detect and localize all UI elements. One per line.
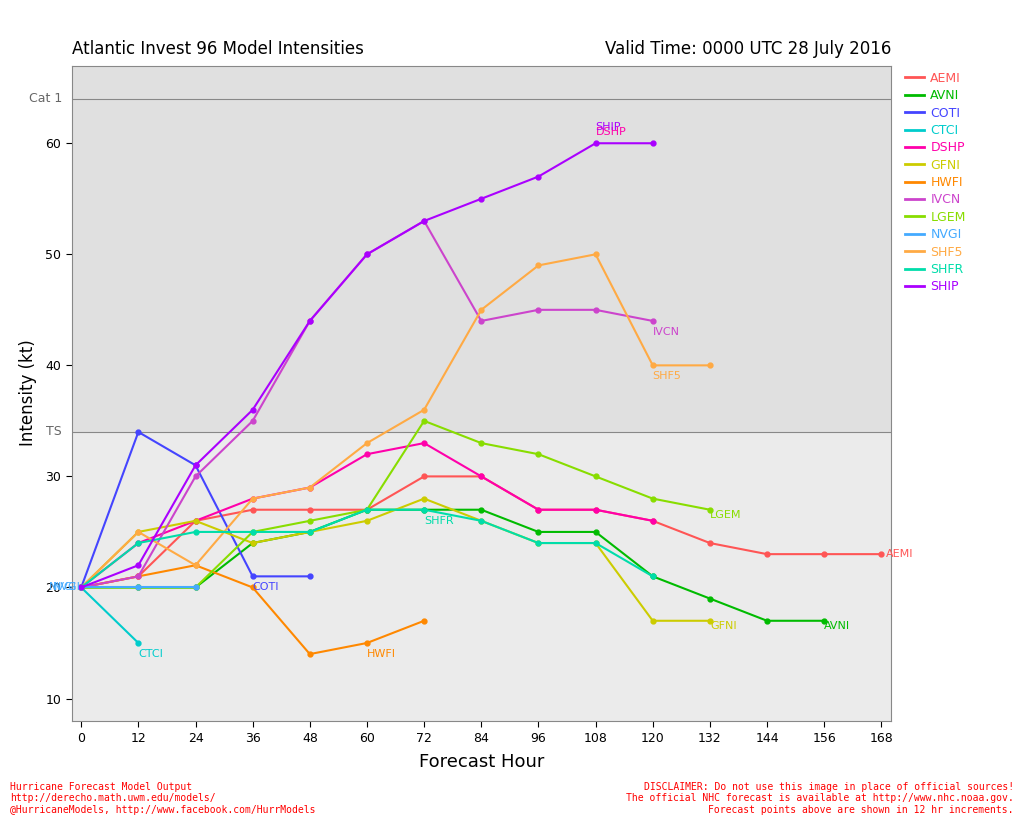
X-axis label: Forecast Hour: Forecast Hour [419, 753, 544, 771]
Text: CTCI: CTCI [138, 649, 163, 659]
Text: AEMI: AEMI [886, 550, 913, 559]
Text: NVGI: NVGI [49, 582, 77, 592]
Text: IVCN: IVCN [652, 327, 680, 337]
Text: SHIP: SHIP [596, 121, 622, 132]
Text: AVNI: AVNI [824, 622, 850, 631]
Legend: AEMI, AVNI, COTI, CTCI, DSHP, GFNI, HWFI, IVCN, LGEM, NVGI, SHF5, SHFR, SHIP: AEMI, AVNI, COTI, CTCI, DSHP, GFNI, HWFI… [905, 72, 966, 293]
Text: SHFR: SHFR [424, 516, 454, 526]
Text: DSHP: DSHP [596, 127, 627, 137]
Text: SHF5: SHF5 [652, 372, 682, 382]
Text: Cat 1: Cat 1 [29, 93, 61, 106]
Text: Valid Time: 0000 UTC 28 July 2016: Valid Time: 0000 UTC 28 July 2016 [604, 40, 891, 58]
Text: TS: TS [46, 426, 61, 438]
Text: Atlantic Invest 96 Model Intensities: Atlantic Invest 96 Model Intensities [72, 40, 364, 58]
Text: DISCLAIMER: Do not use this image in place of official sources!
The official NHC: DISCLAIMER: Do not use this image in pla… [626, 781, 1014, 815]
Text: NVGI: NVGI [53, 582, 81, 592]
Y-axis label: Intensity (kt): Intensity (kt) [18, 340, 37, 446]
Text: GFNI: GFNI [710, 622, 736, 631]
Text: LGEM: LGEM [710, 510, 741, 520]
Text: Hurricane Forecast Model Output
http://derecho.math.uwm.edu/models/
@HurricaneMo: Hurricane Forecast Model Output http://d… [10, 781, 315, 815]
Text: HWFI: HWFI [367, 649, 396, 659]
Bar [72, 66, 891, 432]
Bar [72, 432, 891, 721]
Text: COTI: COTI [253, 582, 280, 592]
